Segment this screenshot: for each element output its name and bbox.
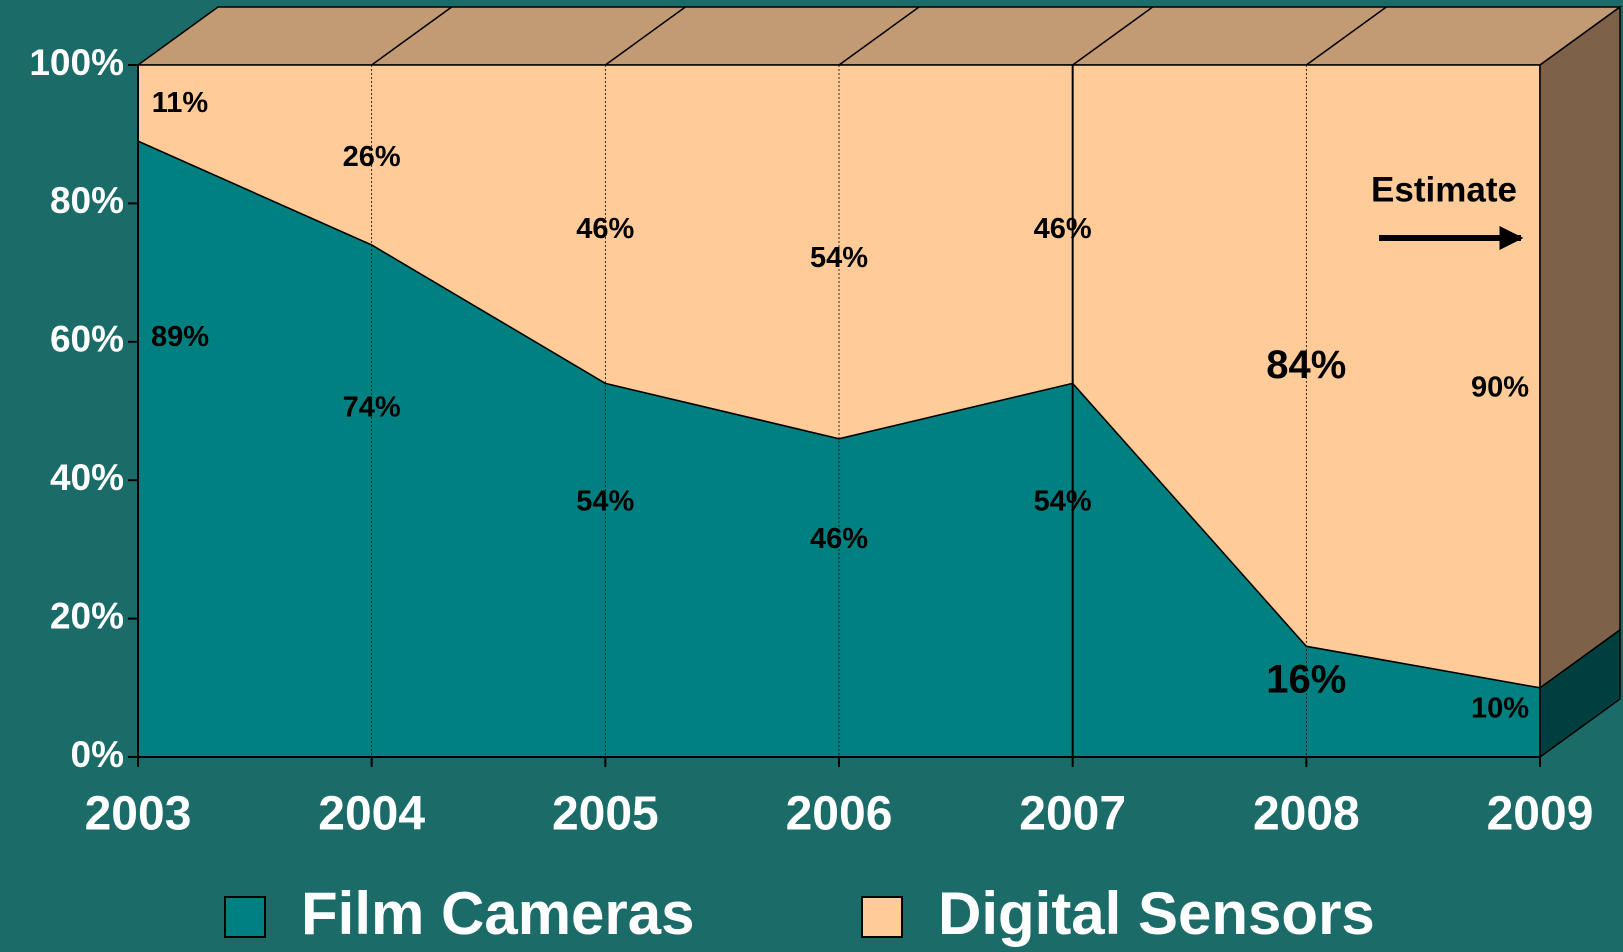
value-label: 16% (1266, 657, 1346, 701)
value-label: 54% (1034, 486, 1092, 518)
legend-label: Digital Sensors (938, 880, 1375, 947)
value-label: 90% (1471, 372, 1529, 404)
x-tick-label: 2003 (85, 788, 192, 841)
top-divider (1072, 6, 1154, 66)
value-label: 54% (576, 486, 634, 518)
x-tick-label: 2005 (552, 788, 659, 841)
x-tick-label: 2004 (318, 788, 425, 841)
y-tick-label: 20% (50, 595, 124, 636)
value-label: 46% (810, 523, 868, 555)
top-divider (838, 6, 920, 66)
top-divider (1305, 6, 1387, 66)
value-label: 46% (576, 213, 634, 245)
x-tick-label: 2008 (1253, 788, 1360, 841)
x-tick-label: 2007 (1019, 788, 1126, 841)
value-label: 84% (1266, 343, 1346, 387)
y-tick-label: 60% (50, 319, 124, 360)
legend-label: Film Cameras (301, 880, 695, 947)
value-label: 54% (810, 242, 868, 274)
x-tick-label: 2009 (1487, 788, 1594, 841)
y-tick-label: 80% (50, 180, 124, 221)
y-tick-label: 100% (29, 42, 124, 83)
side-face (1539, 5, 1621, 690)
y-tick-label: 40% (50, 457, 124, 498)
value-label: 74% (343, 391, 401, 423)
legend-swatch (224, 896, 266, 938)
value-label: 26% (343, 141, 401, 173)
annotation: Estimate (1371, 170, 1517, 209)
value-label: 10% (1471, 693, 1529, 725)
value-label: 89% (151, 321, 209, 353)
value-label: 46% (1034, 213, 1092, 245)
legend-swatch (861, 896, 903, 938)
y-tick-label: 0% (71, 734, 124, 775)
x-tick-label: 2006 (786, 788, 893, 841)
top-divider (371, 6, 453, 66)
top-divider (604, 6, 686, 66)
value-label: 11% (152, 87, 209, 119)
